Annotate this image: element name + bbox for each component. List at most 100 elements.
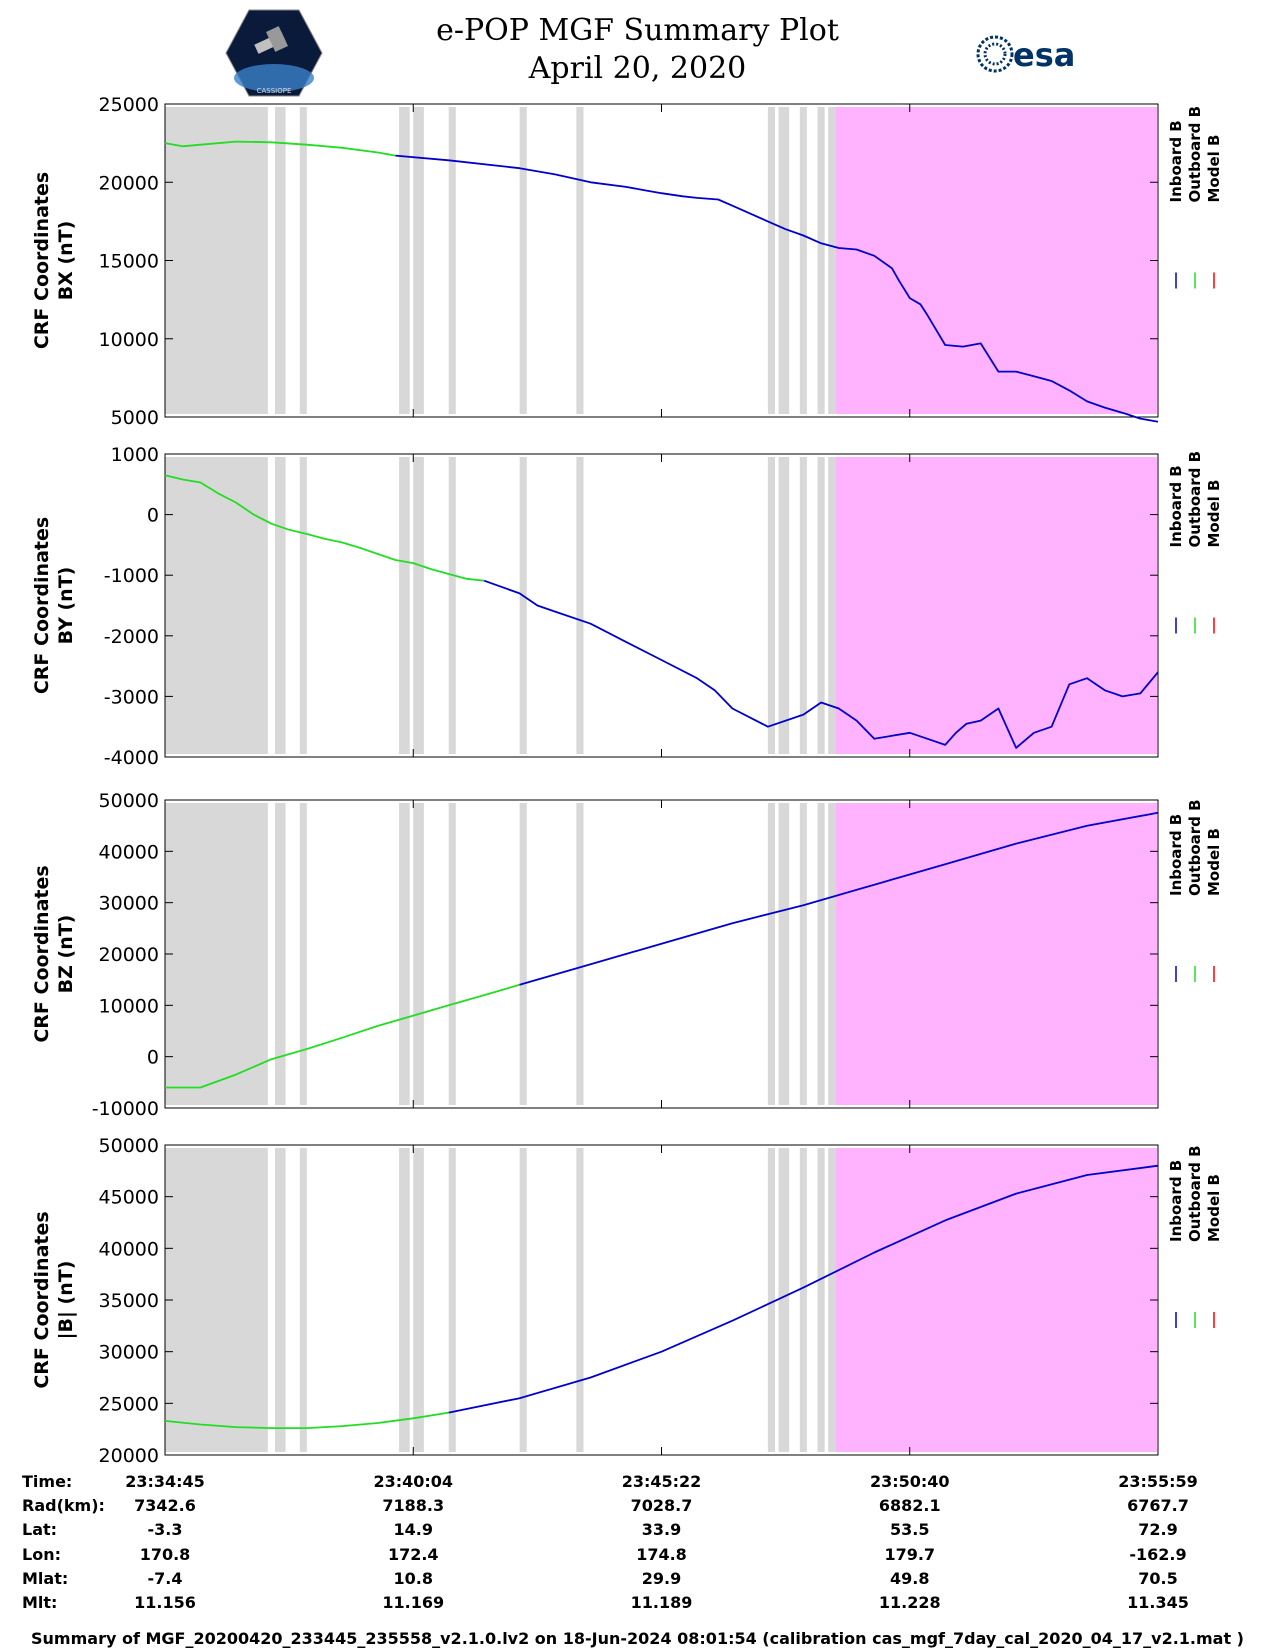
info-row-label: Mlt: xyxy=(22,1593,58,1612)
info-cell: 6882.1 xyxy=(878,1496,941,1515)
info-cell: 23:45:22 xyxy=(621,1472,702,1491)
gray-band xyxy=(413,803,424,1105)
legend-label: Outboard B xyxy=(1186,451,1204,548)
y-tick-label: 10000 xyxy=(99,329,159,351)
gray-band xyxy=(817,803,825,1105)
cassiope-logo: CASSIOPE xyxy=(225,8,323,98)
legend-label: Model B xyxy=(1205,480,1223,548)
y-tick-label: 50000 xyxy=(99,1135,159,1157)
y-tick-label: -3000 xyxy=(104,686,159,708)
info-row-label: Mlat: xyxy=(22,1569,69,1588)
info-cell: 29.9 xyxy=(641,1569,682,1588)
y-tick-label: 20000 xyxy=(99,944,159,966)
outboard-series-line xyxy=(165,983,520,1089)
gray-band xyxy=(778,457,790,754)
y-axis-label: CRF Coordinates xyxy=(31,865,53,1042)
info-cell: 172.4 xyxy=(387,1545,439,1564)
y-tick-label: 1000 xyxy=(111,444,159,466)
y-tick-label: 0 xyxy=(147,505,159,527)
gray-band xyxy=(413,1148,424,1452)
info-cell: 7188.3 xyxy=(382,1496,445,1515)
y-tick-label: 40000 xyxy=(99,841,159,863)
legend-label: Inboard B xyxy=(1167,1160,1185,1242)
gray-band xyxy=(165,107,268,414)
y-tick-label: 35000 xyxy=(99,1290,159,1312)
y-axis-label: |B| (nT) xyxy=(55,1261,77,1340)
info-cell: 11.345 xyxy=(1127,1593,1189,1612)
info-cell: 11.169 xyxy=(382,1593,445,1612)
y-axis-label: BY (nT) xyxy=(55,567,77,645)
gray-band xyxy=(399,107,410,414)
inboard-series-line xyxy=(483,579,1159,749)
gray-band xyxy=(817,457,825,754)
info-cell: 72.9 xyxy=(1138,1520,1178,1539)
info-cell: 170.8 xyxy=(139,1545,191,1564)
y-tick-label: 45000 xyxy=(99,1187,159,1209)
y-tick-label: 30000 xyxy=(99,1342,159,1364)
info-row-label: Time: xyxy=(22,1472,73,1491)
info-cell: 14.9 xyxy=(393,1520,433,1539)
gray-band xyxy=(448,457,456,754)
legend-label: Outboard B xyxy=(1186,799,1204,896)
gray-band xyxy=(519,457,527,754)
gray-band xyxy=(519,107,527,414)
gray-band xyxy=(448,1148,456,1452)
gray-band xyxy=(399,457,410,754)
gray-band xyxy=(576,457,584,754)
esa-logo-text: esa xyxy=(1013,36,1075,74)
gray-band xyxy=(778,803,790,1105)
gray-band xyxy=(817,1148,825,1452)
legend-label: Inboard B xyxy=(1167,465,1185,547)
y-tick-label: 40000 xyxy=(99,1238,159,1260)
info-cell: 23:34:45 xyxy=(125,1472,205,1491)
y-tick-label: 10000 xyxy=(99,995,159,1017)
y-tick-label: 20000 xyxy=(99,1445,159,1467)
plot-title-line2: April 20, 2020 xyxy=(528,51,747,86)
outboard-series-line xyxy=(164,1411,449,1429)
gray-band xyxy=(817,107,825,414)
info-cell: 174.8 xyxy=(636,1545,687,1564)
y-tick-label: -10000 xyxy=(92,1098,159,1120)
y-tick-label: 30000 xyxy=(99,893,159,915)
gray-band xyxy=(778,1148,790,1452)
gray-band xyxy=(799,1148,807,1452)
gray-band xyxy=(519,803,527,1105)
outboard-series-line xyxy=(164,140,396,157)
pink-region xyxy=(835,457,1157,754)
y-axis-label: BZ (nT) xyxy=(55,915,77,994)
cassiope-logo-text: CASSIOPE xyxy=(257,87,292,95)
info-cell: 7028.7 xyxy=(630,1496,693,1515)
outboard-series-line xyxy=(164,474,485,582)
info-cell: -3.3 xyxy=(147,1520,183,1539)
pink-region xyxy=(835,107,1157,414)
gray-band xyxy=(274,107,286,414)
gray-band xyxy=(767,107,775,414)
info-row-label: Rad(km): xyxy=(22,1496,105,1515)
y-tick-label: 25000 xyxy=(99,94,159,116)
gray-band xyxy=(165,1148,268,1452)
gray-band xyxy=(778,107,790,414)
gray-band xyxy=(576,107,584,414)
gray-band xyxy=(799,457,807,754)
info-cell: 70.5 xyxy=(1138,1569,1178,1588)
pink-region xyxy=(835,803,1157,1105)
gray-band xyxy=(767,1148,775,1452)
y-tick-label: -2000 xyxy=(104,626,159,648)
legend-label: Inboard B xyxy=(1167,120,1185,202)
gray-band xyxy=(828,107,836,414)
y-tick-label: 15000 xyxy=(99,251,159,273)
info-cell: 23:50:40 xyxy=(869,1472,950,1491)
gray-band xyxy=(448,107,456,414)
info-cell: 10.8 xyxy=(393,1569,433,1588)
gray-band xyxy=(767,457,775,754)
gray-band xyxy=(413,457,424,754)
gray-band xyxy=(165,803,268,1105)
gray-band xyxy=(767,803,775,1105)
legend-label: Model B xyxy=(1205,828,1223,896)
gray-band xyxy=(799,107,807,414)
info-cell: 33.9 xyxy=(641,1520,682,1539)
inboard-series-line xyxy=(519,811,1159,986)
y-tick-label: -4000 xyxy=(104,747,159,769)
y-axis-label: CRF Coordinates xyxy=(31,172,53,349)
